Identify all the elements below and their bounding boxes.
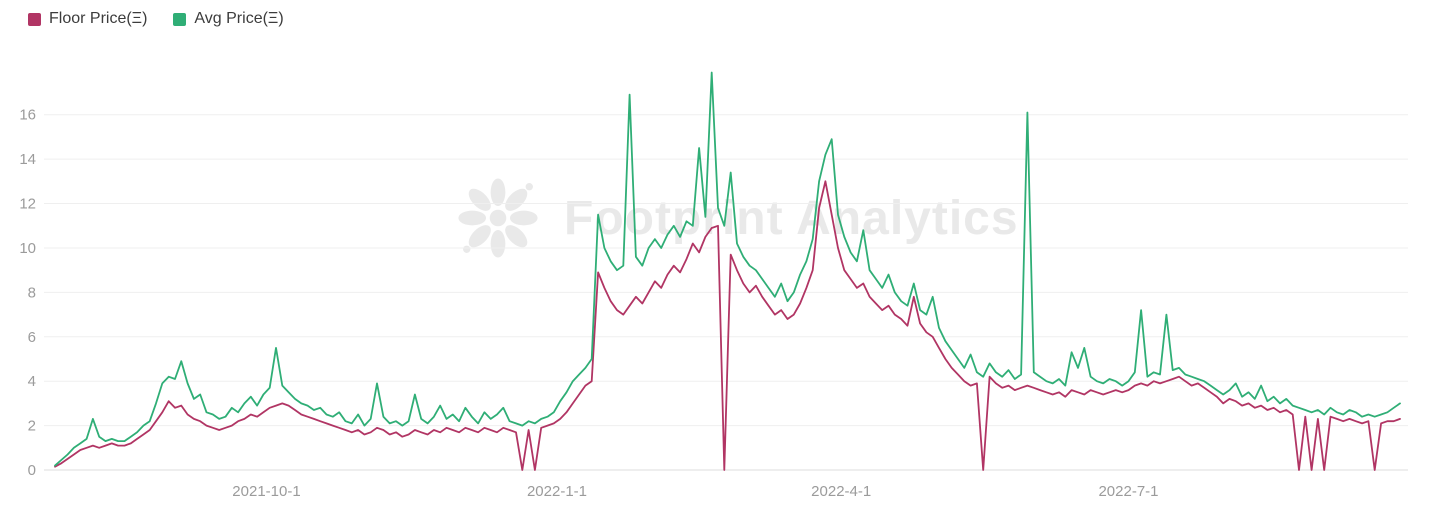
floor-price-label: Floor Price(Ξ)	[49, 10, 148, 27]
x-tick-label: 2022-4-1	[811, 483, 871, 500]
y-tick-label: 6	[28, 329, 36, 346]
x-tick-label: 2021-10-1	[232, 483, 300, 500]
y-tick-label: 2	[28, 418, 36, 435]
series-line-floor-price	[54, 180, 1401, 471]
legend-item-floor-price[interactable]: Floor Price(Ξ)	[28, 10, 147, 28]
avg-price-label: Avg Price(Ξ)	[194, 10, 284, 27]
y-tick-label: 10	[19, 240, 36, 257]
y-tick-label: 8	[28, 284, 36, 301]
y-tick-label: 14	[19, 151, 36, 168]
floor-price-marker	[28, 12, 41, 26]
x-tick-label: 2022-1-1	[527, 483, 587, 500]
avg-price-marker	[173, 12, 187, 26]
y-tick-label: 12	[19, 196, 36, 213]
series-line-avg-price	[54, 71, 1401, 467]
y-tick-label: 4	[28, 373, 36, 390]
y-tick-label: 16	[19, 107, 36, 124]
legend-item-avg-price[interactable]: Avg Price(Ξ)	[173, 10, 284, 28]
x-tick-label: 2022-7-1	[1098, 483, 1158, 500]
y-tick-label: 0	[28, 462, 36, 479]
chart-legend: Floor Price(Ξ) Avg Price(Ξ)	[28, 10, 284, 28]
